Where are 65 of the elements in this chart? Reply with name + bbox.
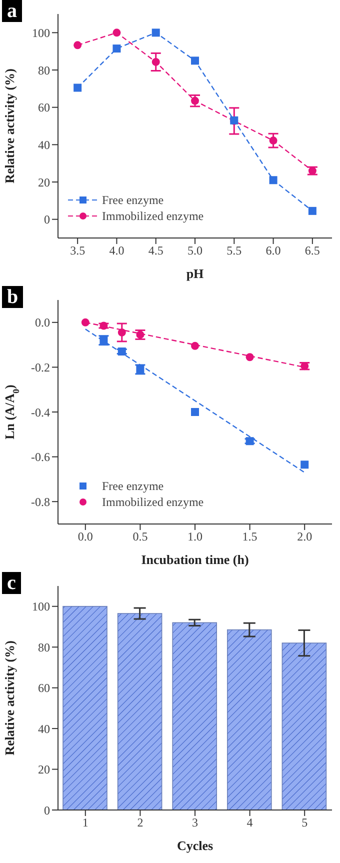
y-axis-title: Relative activity (%) — [2, 68, 17, 184]
point — [300, 362, 309, 370]
y-tick-label: 20 — [38, 175, 50, 190]
y-tick-label: 100 — [32, 26, 50, 40]
y-tick-label: 40 — [38, 722, 50, 736]
point — [308, 166, 316, 175]
point — [269, 136, 278, 145]
point — [269, 176, 278, 184]
point — [74, 84, 82, 92]
x-tick-label: 5 — [302, 816, 308, 830]
x-tick-label: 2.0 — [297, 530, 312, 544]
point — [191, 96, 199, 105]
y-tick-label: -0.4 — [31, 405, 50, 420]
chart-title: b — [2, 286, 24, 308]
y-tick-label: 0 — [44, 803, 50, 818]
point — [246, 437, 254, 446]
legend-label: Free enzyme — [102, 478, 164, 494]
x-tick-label: 1 — [82, 816, 88, 830]
x-tick-label: 2 — [137, 816, 144, 830]
x-tick-label: 6.5 — [304, 244, 320, 258]
chart-title: c — [2, 572, 21, 594]
point — [152, 58, 160, 66]
x-tick-label: 4 — [246, 816, 253, 830]
point — [118, 348, 126, 356]
x-tick-label: 3 — [192, 816, 198, 830]
y-axis-title: Relative activity (%) — [2, 640, 17, 756]
y-tick-label: 40 — [38, 138, 50, 152]
point — [191, 56, 199, 65]
y-tick-label: 20 — [38, 762, 50, 777]
point — [152, 28, 160, 37]
point — [112, 44, 121, 53]
x-tick-label: 1.5 — [242, 530, 258, 544]
x-tick-label: 0.5 — [132, 530, 148, 544]
y-tick-label: 80 — [38, 63, 50, 78]
y-tick-label: -0.6 — [31, 450, 50, 464]
point — [112, 28, 121, 37]
point — [118, 328, 126, 336]
y-tick-label: 100 — [32, 600, 50, 614]
point — [191, 408, 199, 416]
y-tick-label: 60 — [38, 681, 50, 696]
x-tick-label: 4.5 — [148, 244, 164, 258]
point — [300, 460, 309, 469]
legend-label: Free enzyme — [102, 192, 164, 208]
x-tick-label: 1.0 — [188, 530, 202, 544]
x-tick-label: 5.0 — [188, 244, 202, 258]
x-tick-label: 3.5 — [70, 244, 86, 258]
point — [81, 318, 90, 326]
legend-label: Immobilized enzyme — [102, 494, 204, 510]
x-axis-title: pH — [186, 266, 204, 281]
y-tick-label: 60 — [38, 100, 50, 115]
y-tick-label: -0.8 — [31, 494, 50, 509]
y-tick-label: 0.0 — [35, 316, 50, 330]
x-axis-title: Cycles — [176, 838, 214, 853]
y-tick-label: 80 — [38, 640, 50, 654]
legend-label: Immobilized enzyme — [102, 208, 204, 224]
x-tick-label: 0.0 — [78, 530, 93, 544]
x-axis-title: Incubation time (h) — [141, 552, 249, 567]
chart-title: a — [2, 0, 22, 22]
y-tick-label: -0.2 — [31, 360, 50, 374]
point — [308, 206, 316, 215]
x-tick-label: 5.5 — [226, 244, 242, 258]
y-tick-label: 0 — [44, 212, 50, 227]
point — [74, 41, 82, 50]
x-tick-label: 6.0 — [266, 244, 281, 258]
x-tick-label: 4.0 — [109, 244, 124, 258]
